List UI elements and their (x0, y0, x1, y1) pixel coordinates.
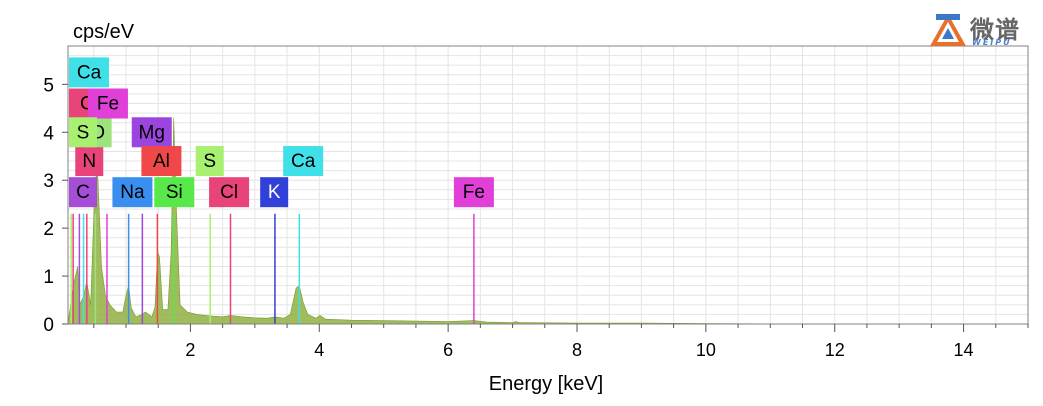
x-tick-label: 8 (572, 340, 582, 360)
x-axis-label: Energy [keV] (489, 373, 604, 395)
element-label-fe: Fe (87, 88, 128, 119)
x-tick-label: 2 (185, 340, 195, 360)
y-tick-label: 2 (43, 219, 54, 240)
logo-name: 微谱 (970, 16, 1020, 44)
element-label-na: Na (112, 177, 153, 208)
y-tick-label: 3 (43, 171, 54, 192)
x-tick-label: 4 (314, 340, 324, 360)
element-label-text: S (77, 122, 90, 143)
element-label-box (69, 57, 109, 88)
element-label-text: S (203, 151, 216, 172)
element-label-text: Mg (139, 122, 165, 143)
element-label-box (453, 177, 494, 208)
element-lines-layer (70, 213, 475, 324)
element-label-box (195, 146, 224, 177)
element-label-text: Cl (220, 182, 238, 203)
element-label-text: Ca (291, 151, 316, 172)
element-label-text: Fe (463, 182, 485, 203)
element-label-box (209, 177, 250, 208)
element-label-cl: Cl (209, 177, 250, 208)
plot-border (67, 45, 1029, 325)
y-tick-label: 4 (43, 123, 54, 144)
x-tick-label: 12 (825, 340, 845, 360)
element-label-text: Al (153, 151, 170, 172)
element-label-ca: Ca (283, 146, 324, 177)
y-axis-label: cps/eV (73, 21, 135, 43)
element-label-text: K (268, 182, 281, 203)
element-label-box (87, 88, 128, 119)
element-label-text: Ca (77, 62, 102, 83)
weipu-logo: 微谱 WEIPU (928, 12, 1028, 48)
element-label-box (69, 177, 97, 208)
element-label-ca: Ca (69, 57, 109, 88)
element-label-text: Si (166, 182, 183, 203)
logo-subtitle: WEIPU (972, 38, 1012, 47)
element-label-k: K (260, 177, 289, 208)
element-label-n: N (75, 146, 104, 177)
element-labels-layer: CNONaMgAlSiSClKCaFeCaClFeS (69, 57, 494, 208)
element-label-box (283, 146, 324, 177)
element-label-s: S (69, 117, 97, 148)
x-tick-label: 6 (443, 340, 453, 360)
element-label-box (69, 117, 97, 148)
element-label-box (75, 146, 104, 177)
element-label-box (112, 177, 153, 208)
element-label-box (154, 177, 195, 208)
element-label-box (131, 117, 172, 148)
element-label-text: N (82, 151, 96, 172)
y-tick-label: 5 (43, 75, 54, 96)
element-label-mg: Mg (131, 117, 172, 148)
element-label-fe: Fe (453, 177, 494, 208)
y-tick-label: 0 (43, 315, 54, 336)
element-label-al: Al (141, 146, 182, 177)
element-label-text: Fe (97, 94, 119, 115)
y-tick-label: 1 (43, 267, 54, 288)
element-label-box (141, 146, 182, 177)
element-label-text: Na (120, 182, 145, 203)
plot-frame (67, 45, 1029, 325)
x-tick-label: 14 (954, 340, 974, 360)
element-label-si: Si (154, 177, 195, 208)
element-label-text: C (76, 182, 90, 203)
element-label-c: C (69, 177, 97, 208)
x-tick-label: 10 (696, 340, 716, 360)
element-label-box (260, 177, 289, 208)
logo-mark-icon (930, 14, 966, 46)
element-label-s: S (195, 146, 224, 177)
